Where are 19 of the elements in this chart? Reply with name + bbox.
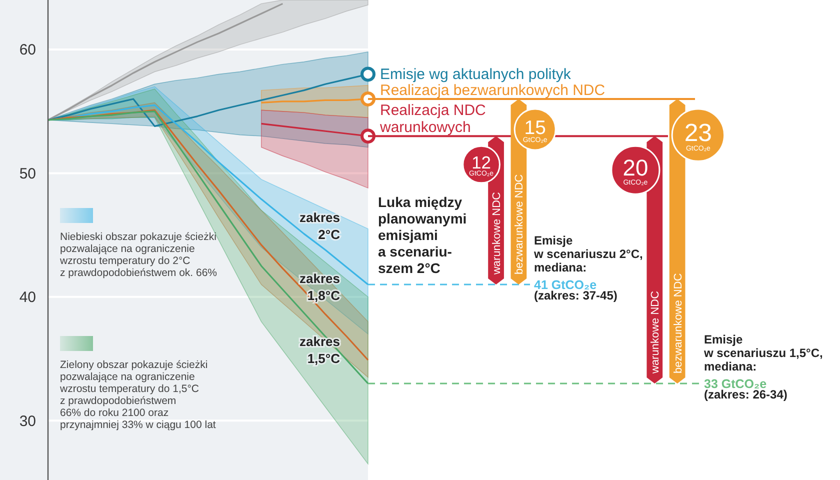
annotation: Emisje w scenariuszu 1,5°C, mediana: xyxy=(703,332,823,374)
series-label: Realizacja bezwarunkowych NDC xyxy=(380,82,606,99)
annotation: zakres 2°C xyxy=(300,210,341,242)
annotation: Zielony obszar pokazuje ścieżki pozwalające na ograniczenie wzrostu temperatury do 1,5°C z prawdopodobieństwem 66% do roku 2100 oraz przynajmniej 33% w ciągu 100 lat xyxy=(59,359,216,431)
annotation: Luka między planowanymi emisjami a scenariu- szem 2°C xyxy=(378,194,467,276)
y-tick-label: 40 xyxy=(19,289,36,306)
y-tick-label: 60 xyxy=(19,42,36,59)
category-label: warunkowe NDC xyxy=(491,192,504,275)
y-tick-label: 30 xyxy=(19,412,36,430)
category-label: bezwarunkowe NDC xyxy=(514,174,526,275)
series-label: Emisje wg aktualnych polityk xyxy=(380,66,572,84)
annotation: Niebieski obszar pokazuje ścieżki pozwalające na ograniczenie wzrostu temperatury do 2°C z prawdopodobieństwem ok. 66% xyxy=(59,231,218,279)
category-label: warunkowe NDC xyxy=(650,290,662,374)
line-series xyxy=(47,2,284,121)
y-tick-label: 50 xyxy=(19,165,36,182)
category-label: bezwarunkowe NDC xyxy=(672,273,684,374)
annotation: Emisje w scenariuszu 2°C, mediana: xyxy=(533,234,643,275)
annotation: zakres 1,8°C xyxy=(300,271,341,303)
series-label: Realizacja NDC warunkowych xyxy=(379,102,486,136)
